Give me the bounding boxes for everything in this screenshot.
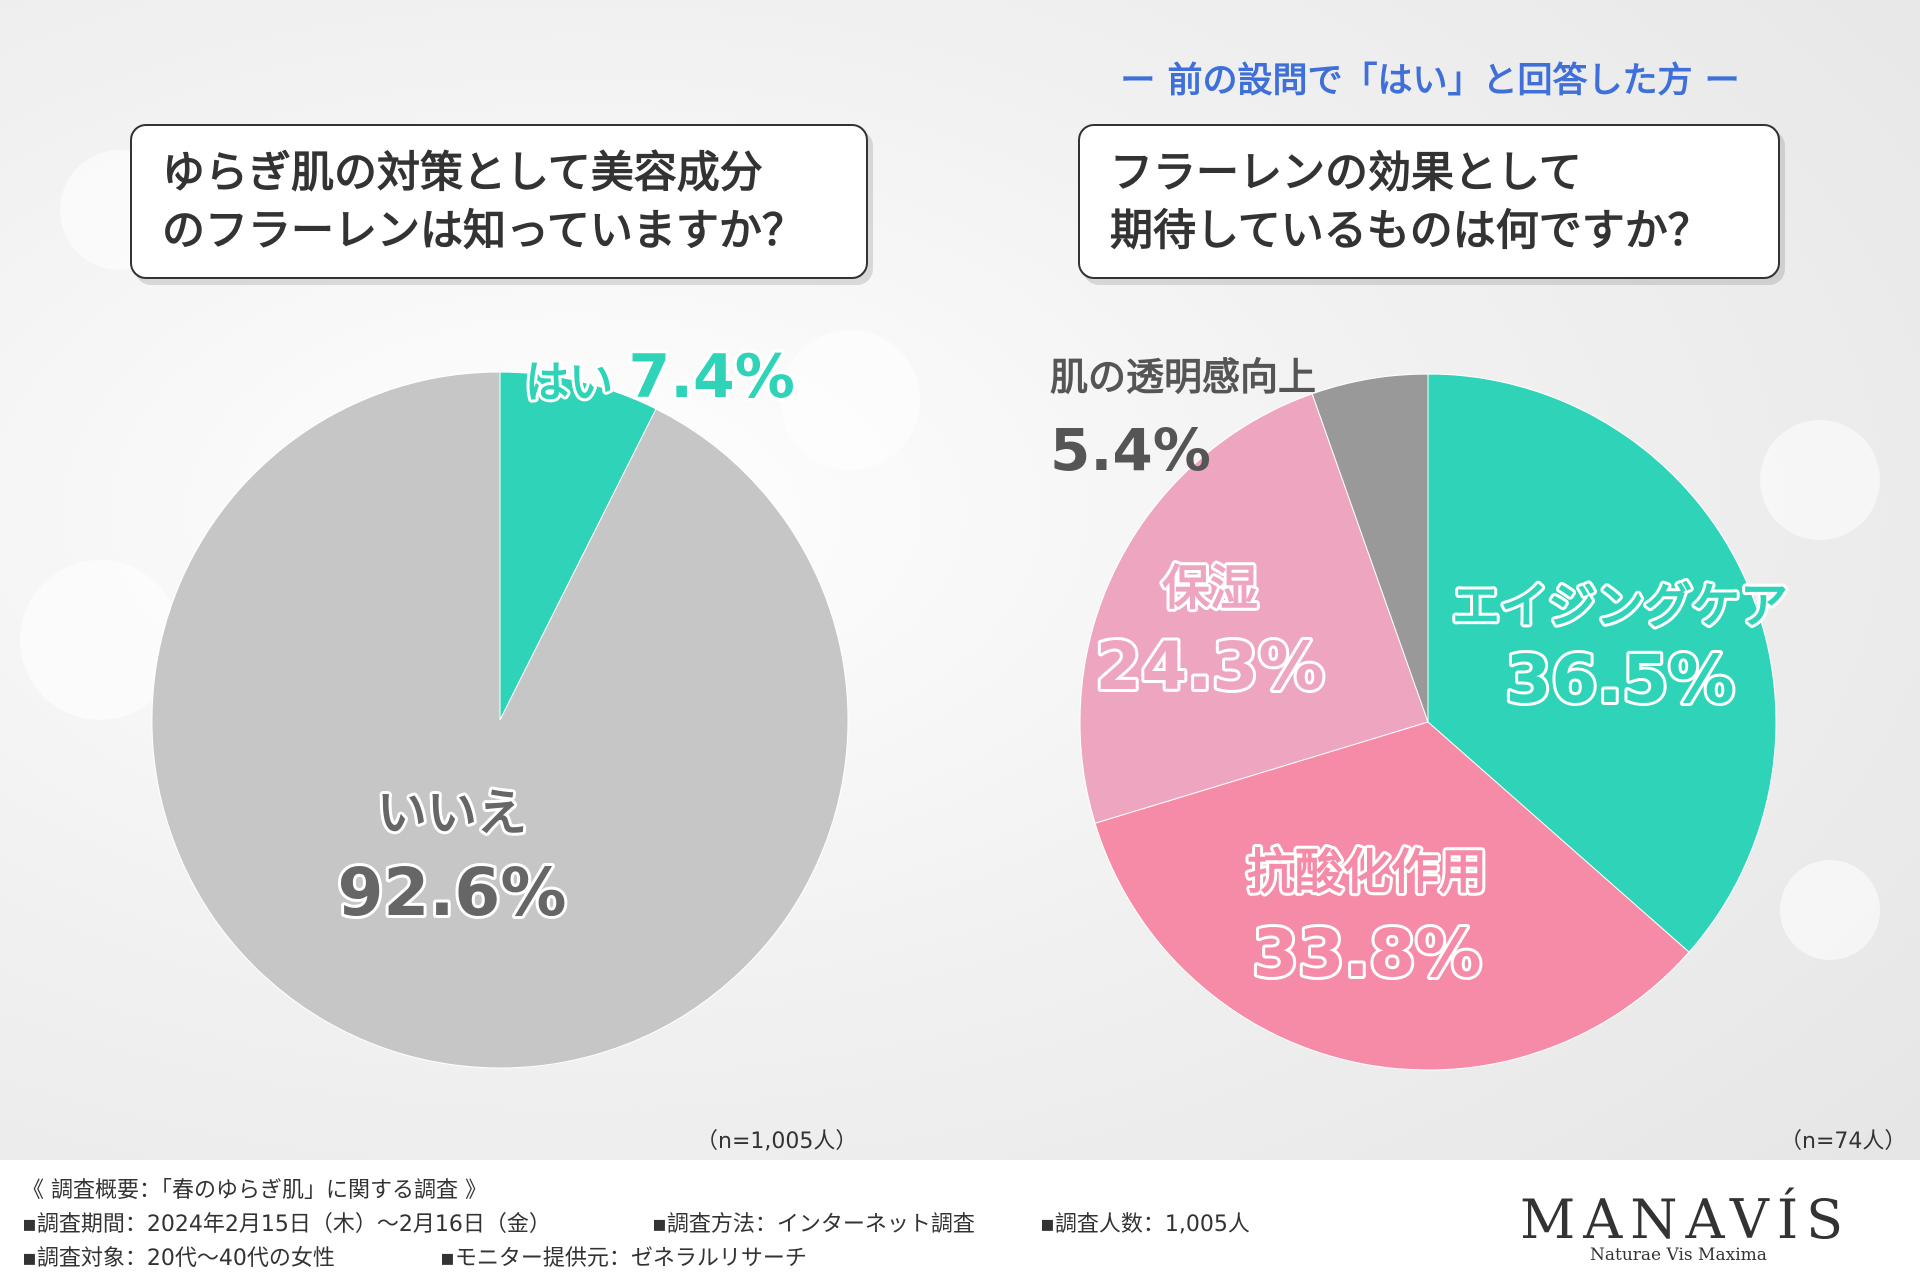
slice-value-q2-1: 33.8%	[1253, 915, 1482, 992]
survey-period: ▪調査期間：2024年2月15日（木）～2月16日（金）	[22, 1212, 551, 1237]
slice-value-q1-1: 92.6%	[338, 854, 567, 931]
pie-slice-q1-1	[151, 371, 849, 1069]
pie-charts: はい 7.4% いいえ 92.6% エイジングケア 36.5% 抗酸化作用 33.8% 保湿 2…	[151, 342, 1789, 1071]
question-right-line1: フラーレンの効果として	[1110, 147, 1582, 198]
question-box-left: ゆらぎ肌の対策として美容成分 のフラーレンは知っていますか？	[130, 124, 868, 279]
question-left-line2: のフラーレンは知っていますか？	[162, 205, 805, 256]
pie-slice-q2-0	[1427, 373, 1777, 953]
slice-label-q2-2: 保湿	[1162, 560, 1258, 616]
survey-footer: 《 調査概要：「春のゆらぎ肌」に関する調査 》 ▪調査期間：2024年2月15日…	[0, 1160, 1920, 1280]
survey-target: ▪調査対象：20代～40代の女性	[22, 1246, 335, 1271]
sample-size-left: （n=1,005人）	[696, 1129, 858, 1154]
slice-label-q1-0: はい 7.4%	[525, 342, 795, 412]
pie-slice-q2-2	[1079, 393, 1429, 824]
bokeh-decoration	[1780, 860, 1880, 960]
brand-tagline: Naturae Vis Maxima	[1590, 1245, 1767, 1265]
pie-slice-q2-3	[1311, 373, 1429, 723]
survey-summary: 《 調査概要：「春のゆらぎ肌」に関する調査 》	[22, 1178, 487, 1203]
slice-label-q2-0: エイジングケア	[1452, 578, 1788, 634]
slice-label-q2-1: 抗酸化作用	[1247, 844, 1487, 900]
question-right-line2: 期待しているものは何ですか？	[1110, 205, 1711, 256]
question-left-line1: ゆらぎ肌の対策として美容成分	[162, 147, 763, 198]
bokeh-decoration	[1760, 420, 1880, 540]
subgroup-note: ー 前の設問で「はい」と回答した方 ー	[1120, 61, 1740, 101]
brand-logo: MANAVÍS	[1520, 1188, 1852, 1251]
survey-count: ▪調査人数：1,005人	[1040, 1212, 1250, 1237]
slice-value-q2-0: 36.5%	[1506, 641, 1735, 718]
bokeh-decoration	[780, 330, 920, 470]
slice-value-q2-3: 5.4%	[1050, 416, 1211, 484]
survey-method: ▪調査方法：インターネット調査	[652, 1212, 975, 1237]
slice-label-q1-1: いいえ	[377, 784, 527, 842]
pie-slice-q1-0	[499, 371, 657, 721]
sample-size-right: （n=74人）	[1780, 1129, 1907, 1154]
slice-label-q2-3: 肌の透明感向上	[1050, 355, 1316, 399]
slice-value-q2-2: 24.3%	[1096, 628, 1325, 705]
survey-provider: ▪モニター提供元：ゼネラルリサーチ	[440, 1246, 807, 1271]
question-box-right: フラーレンの効果として 期待しているものは何ですか？	[1078, 124, 1780, 279]
pie-slice-q2-1	[1094, 721, 1690, 1071]
